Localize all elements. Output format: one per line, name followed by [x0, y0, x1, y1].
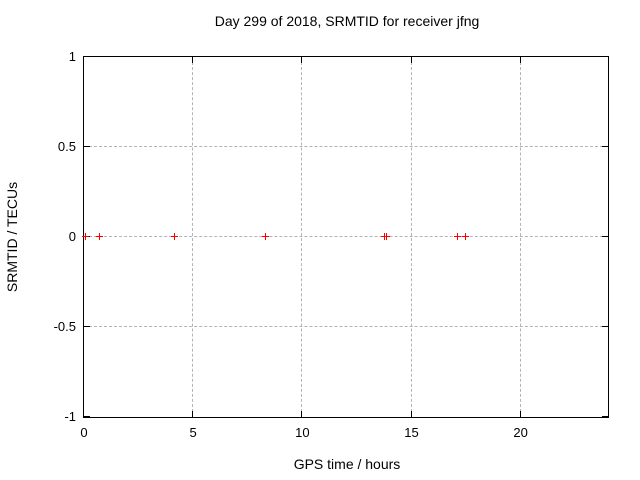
data-point-marker: [454, 233, 462, 240]
y-tick-mark: [84, 146, 90, 147]
marker-vertical-bar: [465, 233, 467, 240]
data-point-marker: [462, 233, 470, 240]
data-point-marker: [96, 233, 104, 240]
x-tick-mark: [192, 57, 194, 63]
x-tick-mark: [83, 411, 84, 417]
x-tick-label: 20: [513, 425, 528, 440]
y-tick-mark: [602, 146, 608, 147]
x-tick-mark: [192, 411, 194, 417]
y-tick-mark: [84, 56, 90, 57]
marker-vertical-bar: [99, 233, 101, 240]
data-point-marker: [262, 233, 270, 240]
y-tick-mark: [602, 326, 608, 327]
y-tick-mark: [602, 56, 608, 57]
x-tick-mark: [410, 411, 412, 417]
y-tick-label: 0.5: [57, 139, 76, 154]
data-point-marker: [82, 233, 90, 240]
y-tick-mark: [84, 326, 90, 327]
x-tick-label: 5: [189, 425, 197, 440]
y-tick-mark: [602, 236, 608, 237]
plot-area: [82, 56, 609, 418]
horizontal-gridline: [84, 146, 608, 147]
y-tick-mark: [84, 416, 90, 417]
vertical-gridline: [410, 57, 412, 417]
vertical-gridline: [301, 57, 303, 417]
y-tick-label: 1: [68, 49, 76, 64]
vertical-gridline: [519, 57, 521, 417]
marker-vertical-bar: [265, 233, 267, 240]
x-tick-mark: [519, 411, 521, 417]
marker-vertical-bar: [173, 233, 175, 240]
horizontal-gridline: [84, 236, 608, 237]
data-point-marker: [383, 233, 391, 240]
chart-title: Day 299 of 2018, SRMTID for receiver jfn…: [214, 13, 480, 29]
x-axis-label: GPS time / hours: [293, 456, 401, 472]
y-tick-label: -1: [64, 409, 76, 424]
x-tick-mark: [301, 411, 303, 417]
marker-vertical-bar: [85, 233, 87, 240]
x-tick-mark: [519, 57, 521, 63]
data-point-marker: [170, 233, 178, 240]
x-tick-label: 10: [295, 425, 310, 440]
x-tick-mark: [410, 57, 412, 63]
horizontal-gridline: [84, 326, 608, 327]
x-tick-mark: [83, 57, 84, 63]
marker-vertical-bar: [386, 233, 388, 240]
y-tick-mark: [602, 416, 608, 417]
x-tick-label: 15: [404, 425, 419, 440]
y-tick-label: -0.5: [53, 319, 76, 334]
vertical-gridline: [192, 57, 194, 417]
x-tick-mark: [301, 57, 303, 63]
marker-vertical-bar: [457, 233, 459, 240]
x-tick-label: 0: [80, 425, 88, 440]
y-tick-label: 0: [68, 229, 76, 244]
